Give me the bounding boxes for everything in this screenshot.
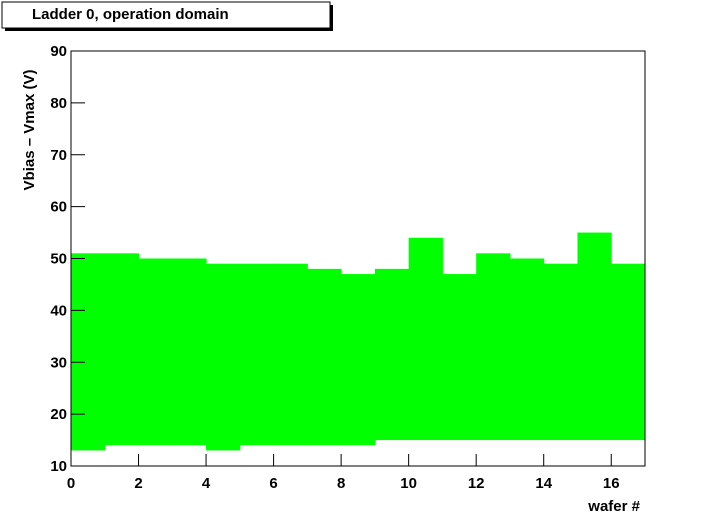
- chart-title: Ladder 0, operation domain: [32, 6, 229, 23]
- bar: [543, 263, 578, 441]
- y-tick-label: 60: [50, 199, 67, 216]
- bar: [374, 268, 410, 441]
- y-tick-label: 80: [50, 95, 67, 112]
- bar: [273, 263, 308, 446]
- y-tick-label: 90: [50, 43, 67, 60]
- bar: [509, 258, 545, 441]
- x-tick-label: 6: [269, 475, 277, 492]
- x-tick-label: 10: [400, 475, 417, 492]
- x-tick-label: 8: [337, 475, 345, 492]
- bar: [206, 263, 241, 451]
- bar: [138, 258, 173, 446]
- y-tick-label: 20: [50, 406, 67, 423]
- x-axis-label: wafer #: [587, 498, 640, 515]
- bar: [104, 253, 140, 446]
- x-tick-label: 12: [468, 475, 485, 492]
- bar: [476, 253, 511, 441]
- bar: [611, 263, 646, 441]
- x-tick-label: 14: [535, 475, 552, 492]
- bar: [71, 253, 106, 451]
- x-tick-label: 4: [202, 475, 211, 492]
- x-tick-label: 0: [67, 475, 75, 492]
- y-tick-label: 70: [50, 147, 67, 164]
- bar: [239, 263, 275, 446]
- y-axis-label: Vbias – Vmax (V): [21, 70, 38, 191]
- title-box: [1, 1, 331, 29]
- y-tick-label: 10: [50, 458, 67, 475]
- y-tick-label: 50: [50, 251, 67, 268]
- bar: [307, 268, 342, 446]
- x-tick-label: 2: [134, 475, 142, 492]
- y-tick-label: 40: [50, 302, 67, 319]
- bar: [577, 232, 612, 441]
- x-tick-label: 16: [603, 475, 620, 492]
- bar: [341, 274, 376, 446]
- bar: [172, 258, 207, 446]
- bar: [442, 274, 477, 441]
- bar: [408, 237, 443, 441]
- y-tick-label: 30: [50, 354, 67, 371]
